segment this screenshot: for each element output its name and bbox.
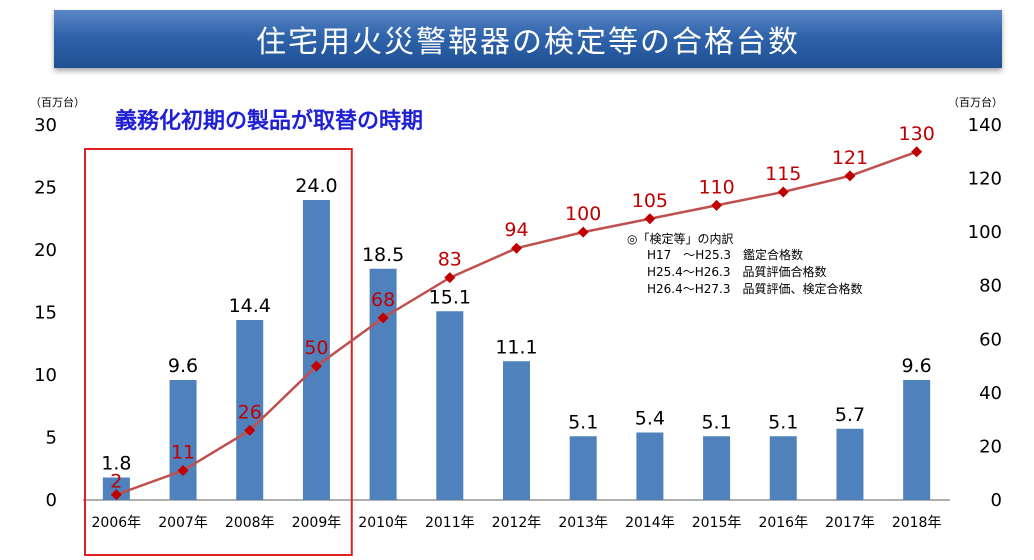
bar-value-label: 5.1 — [701, 411, 731, 433]
bar-value-label: 9.6 — [902, 355, 932, 377]
line-value-label: 115 — [765, 163, 801, 185]
line-marker — [644, 213, 656, 225]
bar-value-label: 14.4 — [229, 295, 271, 317]
category-label: 2015年 — [692, 515, 742, 531]
bar — [236, 320, 264, 500]
line-value-label: 83 — [438, 249, 462, 271]
category-label: 2007年 — [158, 515, 208, 531]
line-value-label: 50 — [304, 337, 328, 359]
annotation-text: 義務化初期の製品が取替の時期 — [115, 108, 423, 134]
line-marker — [377, 312, 389, 324]
category-label: 2014年 — [625, 515, 675, 531]
bar-value-label: 1.8 — [101, 453, 131, 475]
labels: 1.8 9.6 14.4 24.0 18.5 15.1 11.1 5.1 5.4 5.1 5.1 5.… — [101, 123, 935, 493]
bar — [169, 380, 197, 500]
chart-title: 住宅用火災警報器の検定等の合格台数 — [256, 25, 800, 60]
right-axis-tick-label: 20 — [979, 436, 1002, 457]
line-value-label: 110 — [698, 176, 734, 198]
bar — [503, 361, 530, 500]
bar — [636, 432, 664, 500]
line-marker — [177, 465, 189, 477]
right-axis-tick-label: 0 — [991, 490, 1002, 511]
line-value-label: 121 — [832, 147, 868, 169]
left-axis-tick-label: 0 — [46, 490, 57, 511]
line-marker — [577, 226, 589, 238]
line-marker — [911, 146, 923, 158]
left-axis-tick-label: 15 — [34, 303, 57, 324]
bar — [302, 200, 330, 500]
note-header: ◎「検定等」の内訳 — [627, 231, 733, 246]
bar-value-label: 5.1 — [768, 411, 798, 433]
category-label: 2009年 — [292, 515, 342, 531]
left-axis-unit: （百万台） — [30, 95, 85, 109]
line-marker — [511, 242, 522, 254]
left-axis-tick-label: 10 — [34, 365, 57, 386]
bar — [903, 380, 931, 500]
note-row: H17 ～H25.3 鑑定合格数 — [647, 247, 803, 262]
category-label: 2018年 — [892, 515, 942, 531]
bar — [436, 311, 464, 500]
line-marker — [244, 424, 256, 436]
category-label: 2012年 — [492, 515, 542, 531]
title-banner: 住宅用火災警報器の検定等の合格台数 — [54, 10, 1002, 68]
line-value-label: 11 — [171, 442, 195, 464]
bar-value-label: 5.1 — [568, 411, 598, 433]
bar-value-label: 18.5 — [362, 244, 404, 266]
category-label: 2017年 — [825, 515, 875, 531]
highlight-box — [84, 148, 353, 556]
line-marker — [110, 489, 122, 501]
line-series — [110, 146, 923, 501]
category-label: 2016年 — [758, 515, 808, 531]
line-marker — [711, 199, 723, 211]
bar — [369, 268, 397, 500]
right-axis-tick-label: 80 — [979, 276, 1002, 297]
highlight-box-group — [84, 148, 353, 556]
line-marker — [844, 170, 856, 182]
bar-value-label: 5.7 — [835, 404, 865, 426]
bar-value-label: 11.1 — [495, 336, 537, 358]
line-value-label: 26 — [238, 401, 262, 423]
bar — [102, 477, 130, 500]
bar-value-label: 5.4 — [635, 408, 665, 430]
category-label: 2010年 — [358, 515, 408, 531]
bar-value-label: 9.6 — [168, 355, 198, 377]
note-row: H26.4～H27.3 品質評価、検定合格数 — [647, 281, 863, 296]
right-axis-tick-label: 140 — [968, 115, 1002, 136]
bar — [769, 436, 797, 500]
bar — [569, 436, 597, 500]
line-marker — [310, 360, 322, 372]
line-value-label: 100 — [565, 203, 601, 225]
bar — [703, 436, 731, 500]
line-value-label: 94 — [504, 219, 528, 241]
left-axis-tick-label: 25 — [34, 178, 57, 199]
line-marker — [777, 186, 789, 198]
left-axis-tick-label: 20 — [34, 240, 57, 261]
right-axis-tick-label: 120 — [968, 169, 1002, 190]
left-axis-tick-label: 5 — [46, 428, 57, 449]
bars — [102, 200, 931, 500]
bar-value-label: 15.1 — [429, 286, 471, 308]
note-row: H25.4～H26.3 品質評価合格数 — [647, 264, 827, 279]
category-label: 2011年 — [425, 515, 475, 531]
right-axis-tick-label: 100 — [968, 222, 1002, 243]
line-value-label: 68 — [371, 289, 395, 311]
category-label: 2006年 — [92, 515, 142, 531]
line-value-label: 2 — [110, 471, 122, 493]
right-axis-unit: （百万台） — [948, 95, 1003, 109]
right-axis-tick-label: 40 — [979, 383, 1002, 404]
category-label: 2008年 — [225, 515, 275, 531]
bar — [836, 428, 864, 500]
right-axis-tick-label: 60 — [979, 329, 1002, 350]
line-value-label: 130 — [899, 123, 935, 145]
line-marker — [444, 272, 456, 284]
bar-value-label: 24.0 — [295, 175, 337, 197]
line-value-label: 105 — [632, 190, 668, 212]
category-label: 2013年 — [558, 515, 608, 531]
axes: 0 5 10 15 20 25 30 0 20 40 60 80 100 120 140 （百万台） （百万台）… — [30, 95, 1003, 531]
left-axis-tick-label: 30 — [34, 115, 57, 136]
